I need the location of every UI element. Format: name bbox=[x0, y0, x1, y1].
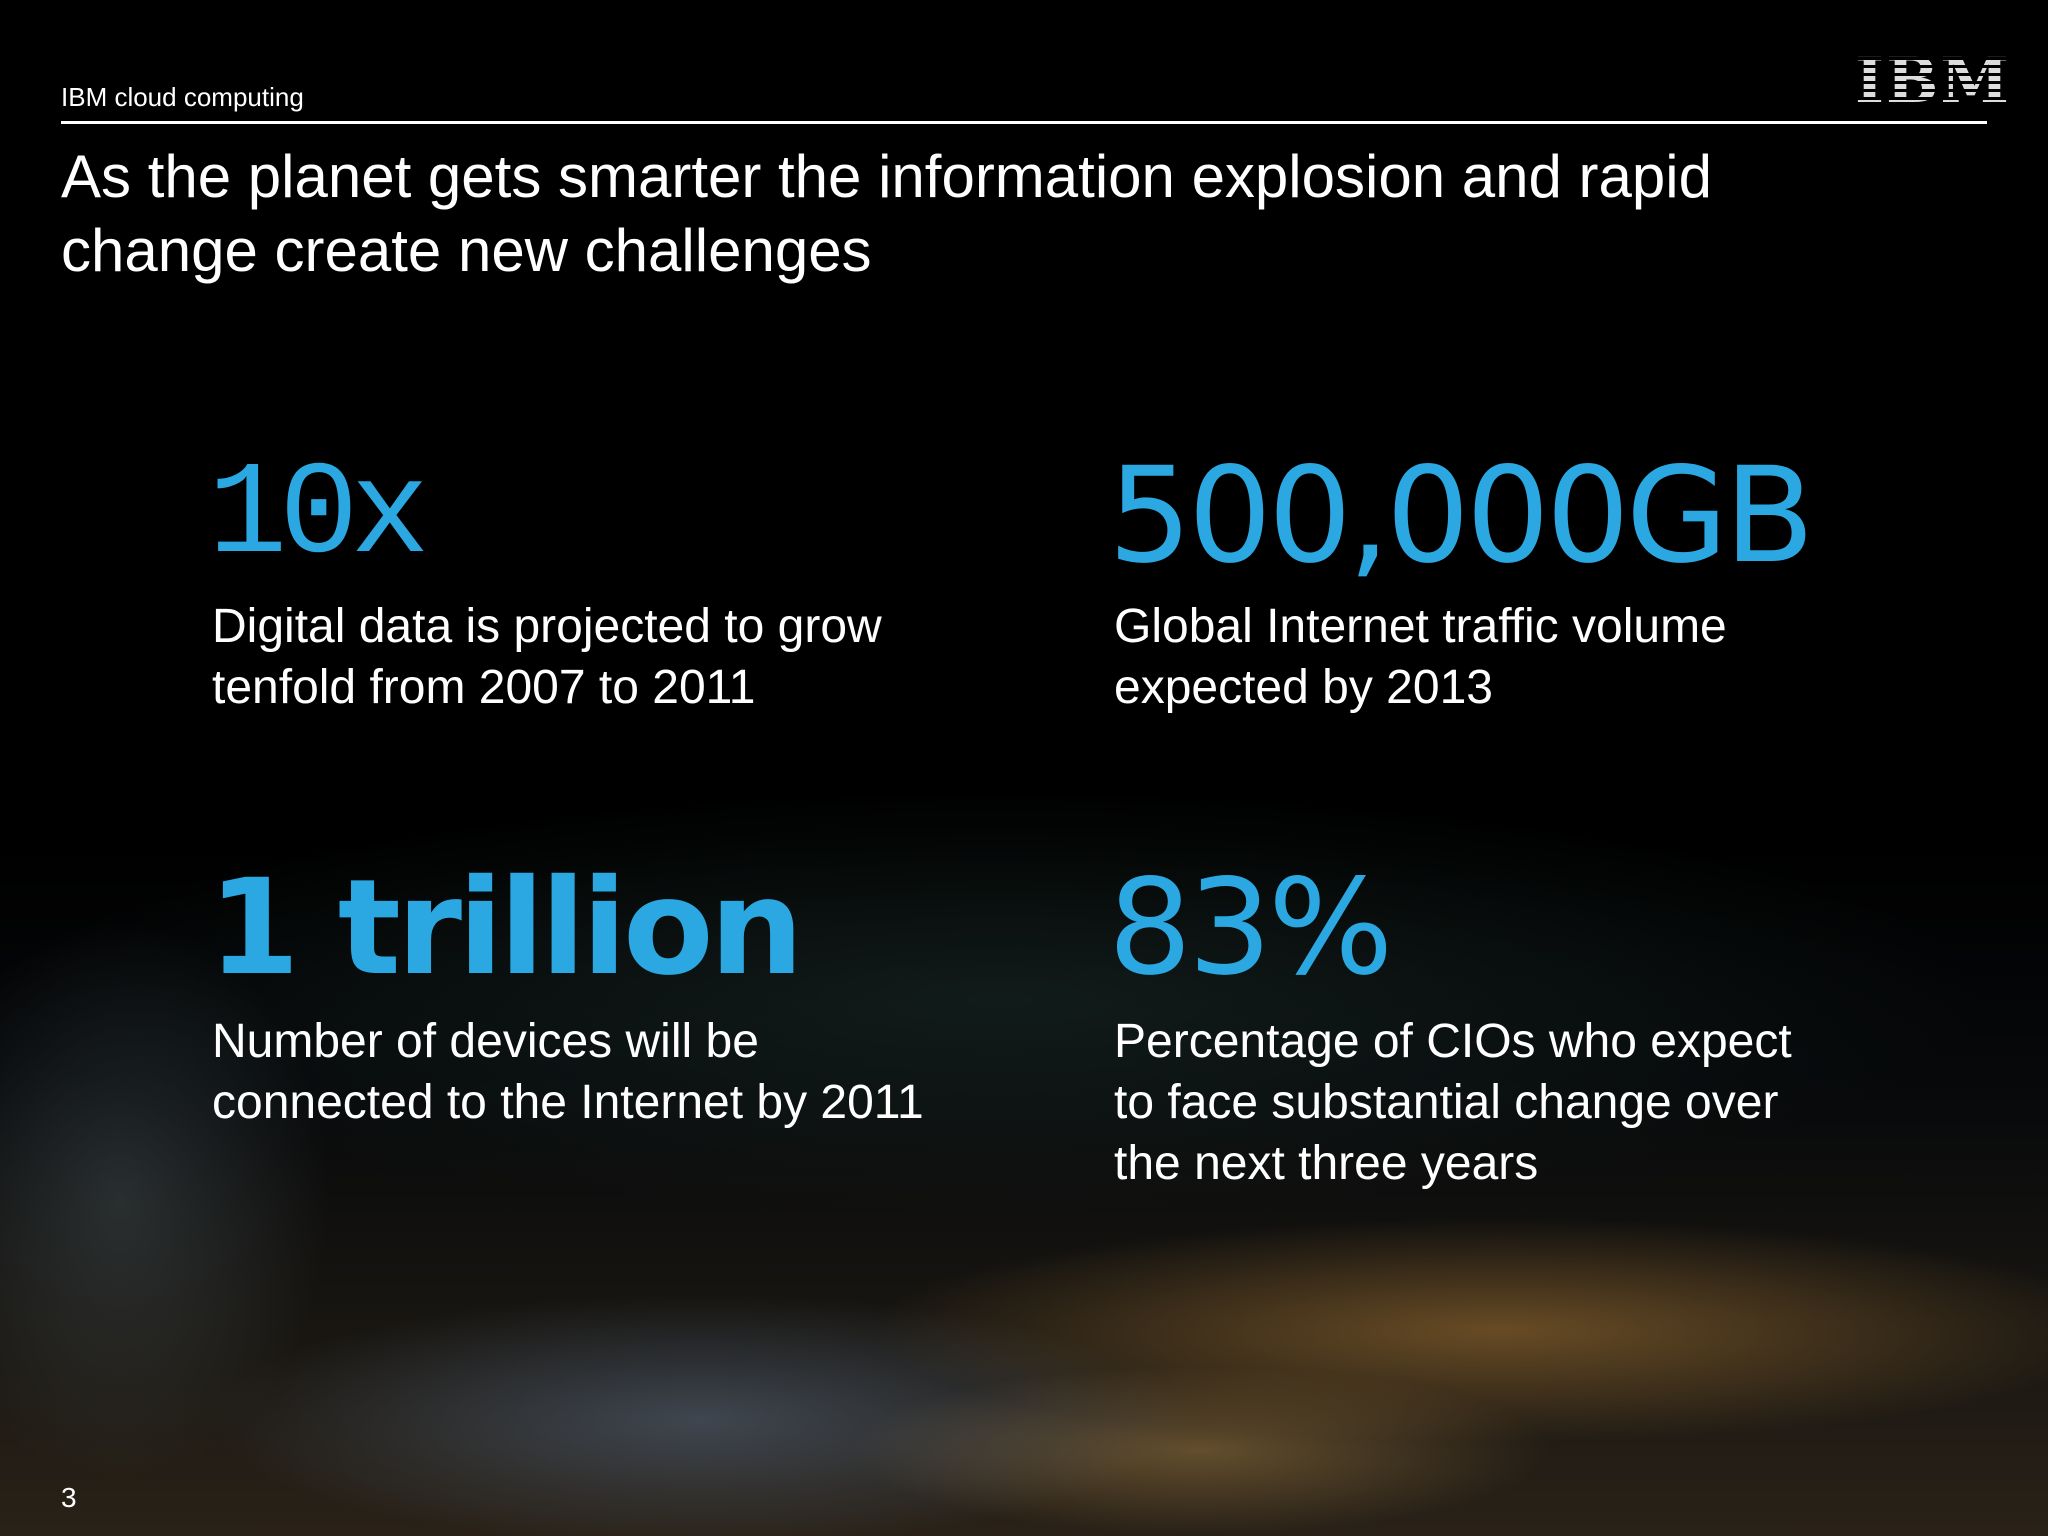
text-line: change create new challenges bbox=[61, 217, 872, 284]
header-label: IBM cloud computing bbox=[61, 82, 304, 112]
page-number: 3 bbox=[61, 1482, 77, 1513]
stat-description: Global Internet traffic volume expected b… bbox=[1114, 596, 1727, 718]
stat-figure: 1 trillion bbox=[208, 851, 804, 1005]
header-rule bbox=[61, 121, 1987, 124]
text-line: the next three years bbox=[1114, 1137, 1539, 1190]
text-line: As the planet gets smarter the informati… bbox=[61, 143, 1712, 210]
text-line: tenfold from 2007 to 2011 bbox=[212, 661, 756, 714]
text-line: connected to the Internet by 2011 bbox=[212, 1076, 924, 1129]
stat-description: Number of devices will be connected to th… bbox=[212, 1011, 924, 1133]
text-line: Global Internet traffic volume bbox=[1114, 600, 1727, 653]
text-line: Digital data is projected to grow bbox=[212, 600, 882, 653]
stat-figure: 10x bbox=[208, 441, 430, 591]
text-line: Number of devices will be bbox=[212, 1015, 759, 1068]
slide-title: As the planet gets smarter the informati… bbox=[61, 140, 1712, 288]
text-line: Percentage of CIOs who expect bbox=[1114, 1015, 1792, 1068]
text-line: expected by 2013 bbox=[1114, 661, 1493, 714]
logo: IBM bbox=[1855, 44, 2012, 117]
text-line: to face substantial change over bbox=[1114, 1076, 1779, 1129]
stat-description: Digital data is projected to grow tenfold… bbox=[212, 596, 882, 718]
stat-description: Percentage of CIOs who expect to face sub… bbox=[1114, 1011, 1792, 1194]
stat-figure: 500,000GB bbox=[1108, 439, 1815, 593]
stat-figure: 83% bbox=[1108, 851, 1393, 1005]
